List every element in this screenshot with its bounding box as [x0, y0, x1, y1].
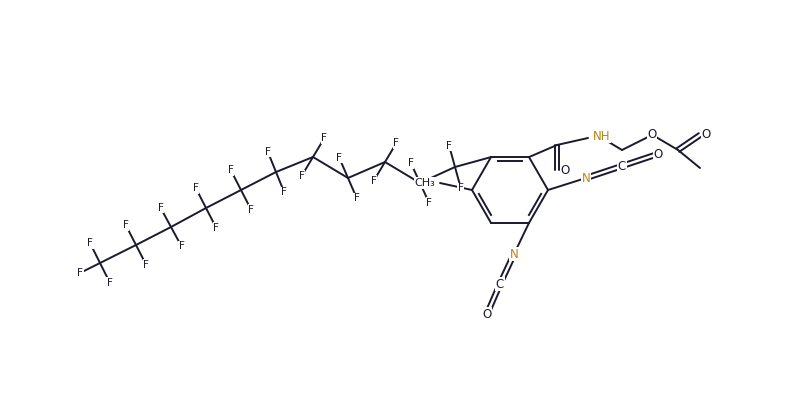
Text: N: N: [582, 172, 590, 184]
Text: F: F: [446, 141, 452, 151]
Text: N: N: [510, 247, 519, 261]
Text: F: F: [281, 188, 287, 198]
Text: F: F: [143, 260, 149, 270]
Text: F: F: [123, 220, 129, 231]
Text: F: F: [213, 223, 219, 233]
Text: NH: NH: [593, 130, 611, 142]
Text: F: F: [458, 183, 464, 193]
Text: F: F: [77, 268, 84, 278]
Text: CH₃: CH₃: [414, 178, 435, 188]
Text: O: O: [482, 308, 492, 320]
Text: F: F: [322, 133, 327, 143]
Text: F: F: [299, 171, 305, 181]
Text: F: F: [87, 238, 93, 248]
Text: F: F: [393, 138, 400, 148]
Text: F: F: [354, 193, 359, 203]
Text: F: F: [179, 241, 184, 251]
Text: F: F: [107, 278, 113, 288]
Text: F: F: [370, 176, 377, 186]
Text: F: F: [158, 203, 163, 213]
Text: F: F: [248, 205, 254, 215]
Text: F: F: [228, 166, 234, 176]
Text: F: F: [408, 158, 414, 168]
Text: F: F: [336, 153, 342, 163]
Text: C: C: [618, 160, 626, 172]
Text: F: F: [193, 184, 199, 194]
Text: O: O: [560, 164, 570, 176]
Text: F: F: [265, 146, 270, 157]
Text: C: C: [496, 277, 504, 290]
Text: O: O: [653, 148, 663, 160]
Text: F: F: [426, 198, 432, 208]
Text: O: O: [648, 128, 656, 142]
Text: O: O: [701, 128, 711, 142]
